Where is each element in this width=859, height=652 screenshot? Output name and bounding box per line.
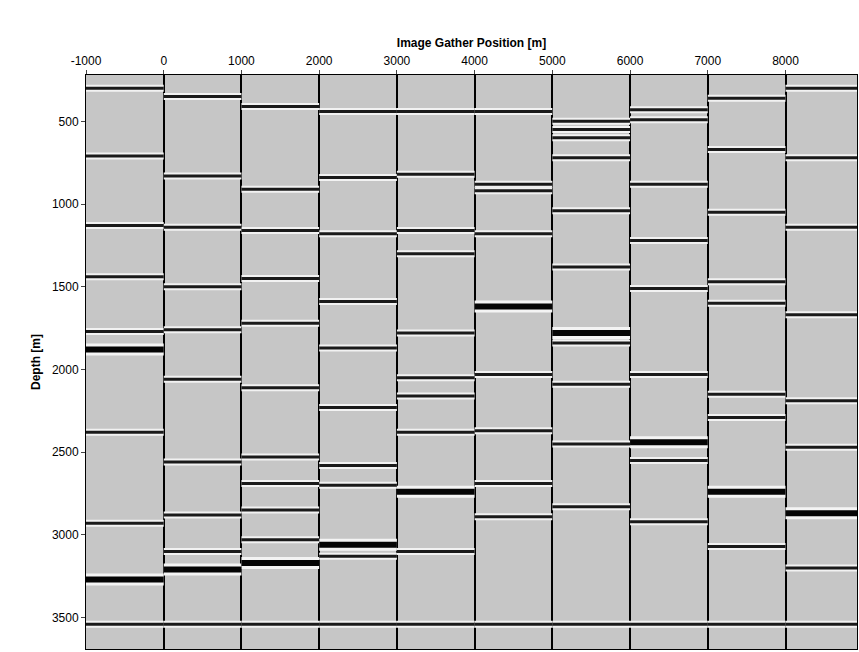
svg-text:3500: 3500 [52,611,79,625]
svg-text:3000: 3000 [384,54,411,68]
svg-text:Image Gather Position [m]: Image Gather Position [m] [397,36,546,50]
svg-text:3000: 3000 [52,528,79,542]
svg-text:1000: 1000 [52,197,79,211]
svg-text:2000: 2000 [306,54,333,68]
svg-text:-1000: -1000 [71,54,102,68]
svg-text:7000: 7000 [694,54,721,68]
svg-text:1000: 1000 [228,54,255,68]
svg-text:0: 0 [160,54,167,68]
svg-text:5000: 5000 [539,54,566,68]
svg-text:2500: 2500 [52,445,79,459]
svg-text:Depth [m]: Depth [m] [29,334,43,390]
svg-text:6000: 6000 [617,54,644,68]
svg-text:500: 500 [59,115,79,129]
svg-text:1500: 1500 [52,280,79,294]
svg-text:2000: 2000 [52,363,79,377]
svg-text:4000: 4000 [461,54,488,68]
svg-text:8000: 8000 [772,54,799,68]
